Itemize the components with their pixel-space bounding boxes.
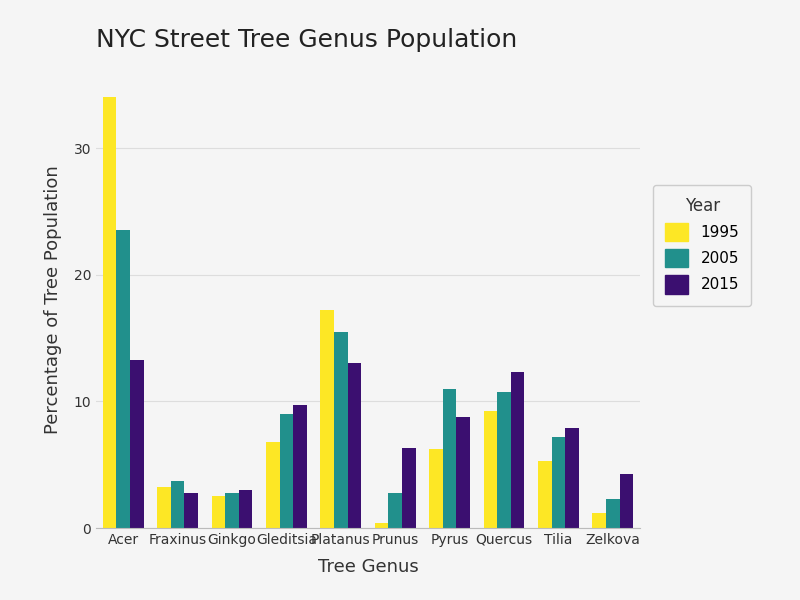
Bar: [498, 392, 511, 528]
Bar: [266, 442, 280, 528]
Bar: [389, 493, 402, 528]
Bar: [483, 412, 498, 528]
Bar: [321, 310, 334, 528]
Bar: [565, 428, 579, 528]
Bar: [102, 97, 117, 528]
Bar: [348, 364, 362, 528]
Legend: 1995, 2005, 2015: 1995, 2005, 2015: [653, 185, 751, 306]
Text: NYC Street Tree Genus Population: NYC Street Tree Genus Population: [96, 28, 518, 52]
Bar: [443, 389, 456, 528]
Bar: [620, 473, 634, 528]
Bar: [593, 513, 606, 528]
Bar: [456, 416, 470, 528]
Bar: [157, 487, 171, 528]
Bar: [402, 448, 416, 528]
Bar: [280, 414, 294, 528]
Bar: [171, 481, 184, 528]
X-axis label: Tree Genus: Tree Genus: [318, 558, 418, 576]
Bar: [226, 493, 239, 528]
Bar: [374, 523, 389, 528]
Bar: [538, 461, 552, 528]
Bar: [211, 496, 226, 528]
Bar: [239, 490, 253, 528]
Bar: [294, 405, 307, 528]
Bar: [430, 449, 443, 528]
Bar: [606, 499, 620, 528]
Bar: [130, 359, 144, 528]
Y-axis label: Percentage of Tree Population: Percentage of Tree Population: [45, 166, 62, 434]
Bar: [117, 230, 130, 528]
Bar: [552, 437, 565, 528]
Bar: [511, 372, 525, 528]
Bar: [184, 493, 198, 528]
Bar: [334, 332, 348, 528]
